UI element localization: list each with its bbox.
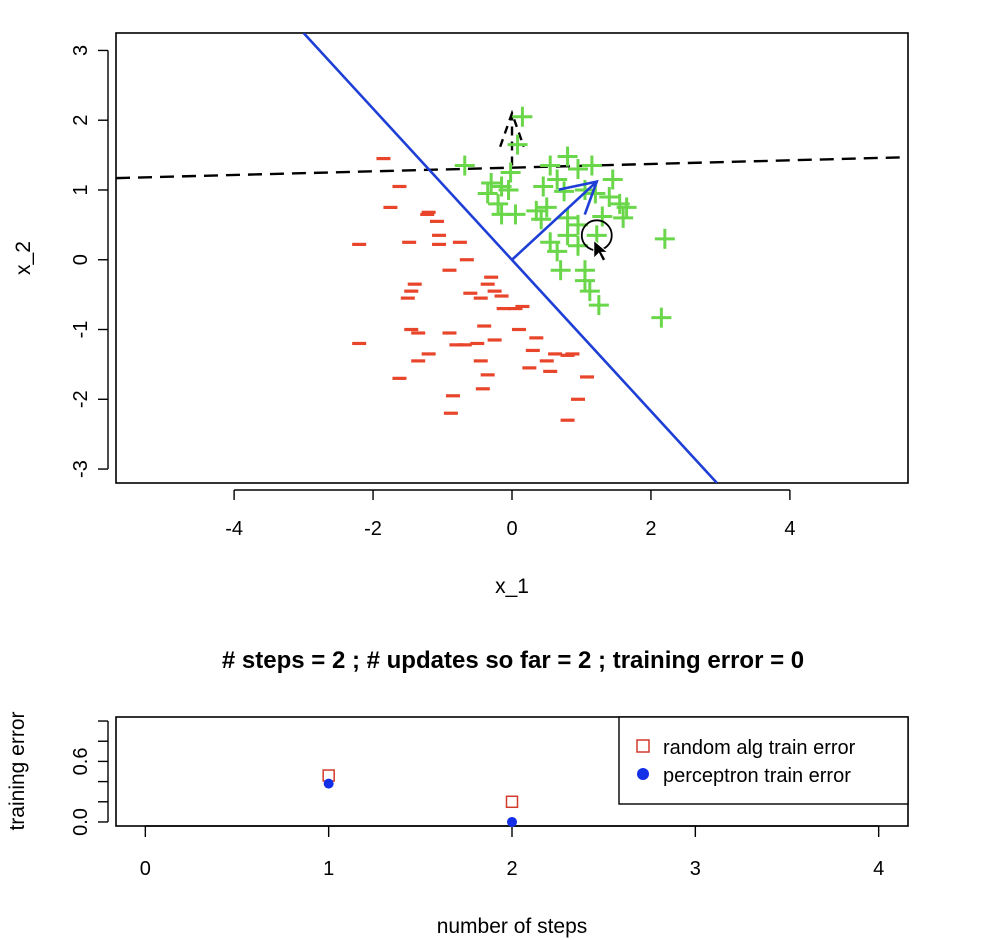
positive-point [599, 186, 620, 207]
perceptron-error-point [507, 816, 517, 827]
bottom-y-axis: 0.0 0.6 [70, 720, 109, 836]
positive-point [588, 295, 609, 316]
positive-point [554, 181, 575, 202]
positive-point [488, 193, 509, 214]
positive-point [568, 235, 588, 256]
positive-point [654, 228, 675, 249]
random-error-point [505, 795, 519, 809]
weight-vector-arrow [511, 180, 598, 261]
top-x-axis: -4 -2 0 2 4 [225, 489, 795, 540]
positive-point [602, 169, 623, 190]
top-y-tick-label: -3 [70, 460, 92, 478]
positive-point [536, 197, 557, 218]
positive-point [557, 225, 578, 246]
perceptron-error-point [323, 778, 334, 789]
positive-point [477, 183, 498, 204]
legend-perceptron-marker [637, 768, 649, 780]
positive-point [533, 176, 554, 197]
top-y-tick-label: -1 [70, 321, 92, 339]
legend-random-label: random alg train error [663, 737, 856, 759]
top-y-axis-label: x_2 [12, 241, 35, 275]
positive-point [592, 206, 613, 227]
bottom-x-axis: 0 1 2 3 4 [140, 825, 884, 880]
top-x-tick-label: -4 [225, 518, 243, 540]
positive-point [547, 169, 568, 190]
positive-point [574, 270, 595, 291]
training-error-plot: 0 1 2 3 4 0.0 0.6 number of steps training er… [6, 711, 909, 938]
bottom-plot-marks [322, 769, 519, 827]
positive-point [557, 146, 578, 167]
legend-perceptron-label: perceptron train error [663, 765, 851, 787]
top-y-tick-label: 2 [70, 115, 92, 126]
bottom-x-axis-label: number of steps [437, 915, 588, 938]
bottom-y-tick-label: 0.0 [70, 808, 92, 836]
positive-point [505, 204, 526, 225]
positive-point [540, 155, 561, 176]
bottom-x-tick-label: 2 [506, 858, 517, 880]
bottom-x-tick-label: 4 [873, 858, 884, 880]
legend: random alg train error perceptron train … [618, 716, 909, 805]
top-x-tick-label: -2 [364, 518, 382, 540]
positive-point [481, 173, 502, 193]
positive-point [586, 225, 607, 246]
positive-point [613, 207, 634, 228]
bottom-y-axis-label: training error [6, 711, 29, 830]
weight-vector-arrowhead [558, 179, 599, 216]
bottom-x-tick-label: 0 [140, 858, 151, 880]
positive-point [526, 200, 547, 221]
bottom-x-tick-label: 1 [323, 858, 334, 880]
top-y-tick-label: 3 [70, 45, 92, 56]
bottom-y-tick-label: 0.6 [70, 748, 92, 776]
positive-point [616, 197, 637, 218]
top-plot-marks [116, 33, 908, 483]
top-x-tick-label: 4 [784, 518, 795, 540]
previous-weight-arrowhead [499, 109, 525, 148]
top-x-axis-label: x_1 [495, 575, 529, 598]
positive-point [512, 106, 533, 127]
positive-point [550, 260, 571, 281]
top-x-tick-label: 0 [506, 518, 517, 540]
top-y-tick-label: 1 [70, 184, 92, 195]
top-y-tick-label: 0 [70, 254, 92, 265]
positive-point [651, 307, 672, 328]
mouse-cursor-icon [593, 239, 610, 263]
positive-point [581, 155, 602, 176]
decision-boundary-line [302, 33, 718, 483]
positive-point [579, 281, 600, 302]
positive-point [531, 209, 552, 230]
positive-point [568, 159, 588, 180]
legend-random-marker [636, 739, 650, 753]
decision-boundary-plot: -4 -2 0 2 4 -3 -2 -1 0 1 2 3 x_1 x_2 [12, 32, 909, 598]
positive-point [568, 214, 588, 235]
positive-point [498, 179, 519, 200]
positive-point [547, 241, 568, 262]
top-x-tick-label: 2 [645, 518, 656, 540]
top-y-tick-label: -2 [70, 390, 92, 408]
positive-point [557, 207, 578, 228]
top-plot-frame [115, 32, 909, 484]
bottom-x-tick-label: 3 [690, 858, 701, 880]
legend-box [618, 716, 909, 805]
positive-point [507, 134, 528, 155]
positive-point [454, 155, 475, 176]
main-title: # steps = 2 ; # updates so far = 2 ; tra… [222, 647, 804, 674]
positive-point [500, 162, 521, 183]
top-y-axis: -3 -2 -1 0 1 2 3 [70, 45, 109, 478]
